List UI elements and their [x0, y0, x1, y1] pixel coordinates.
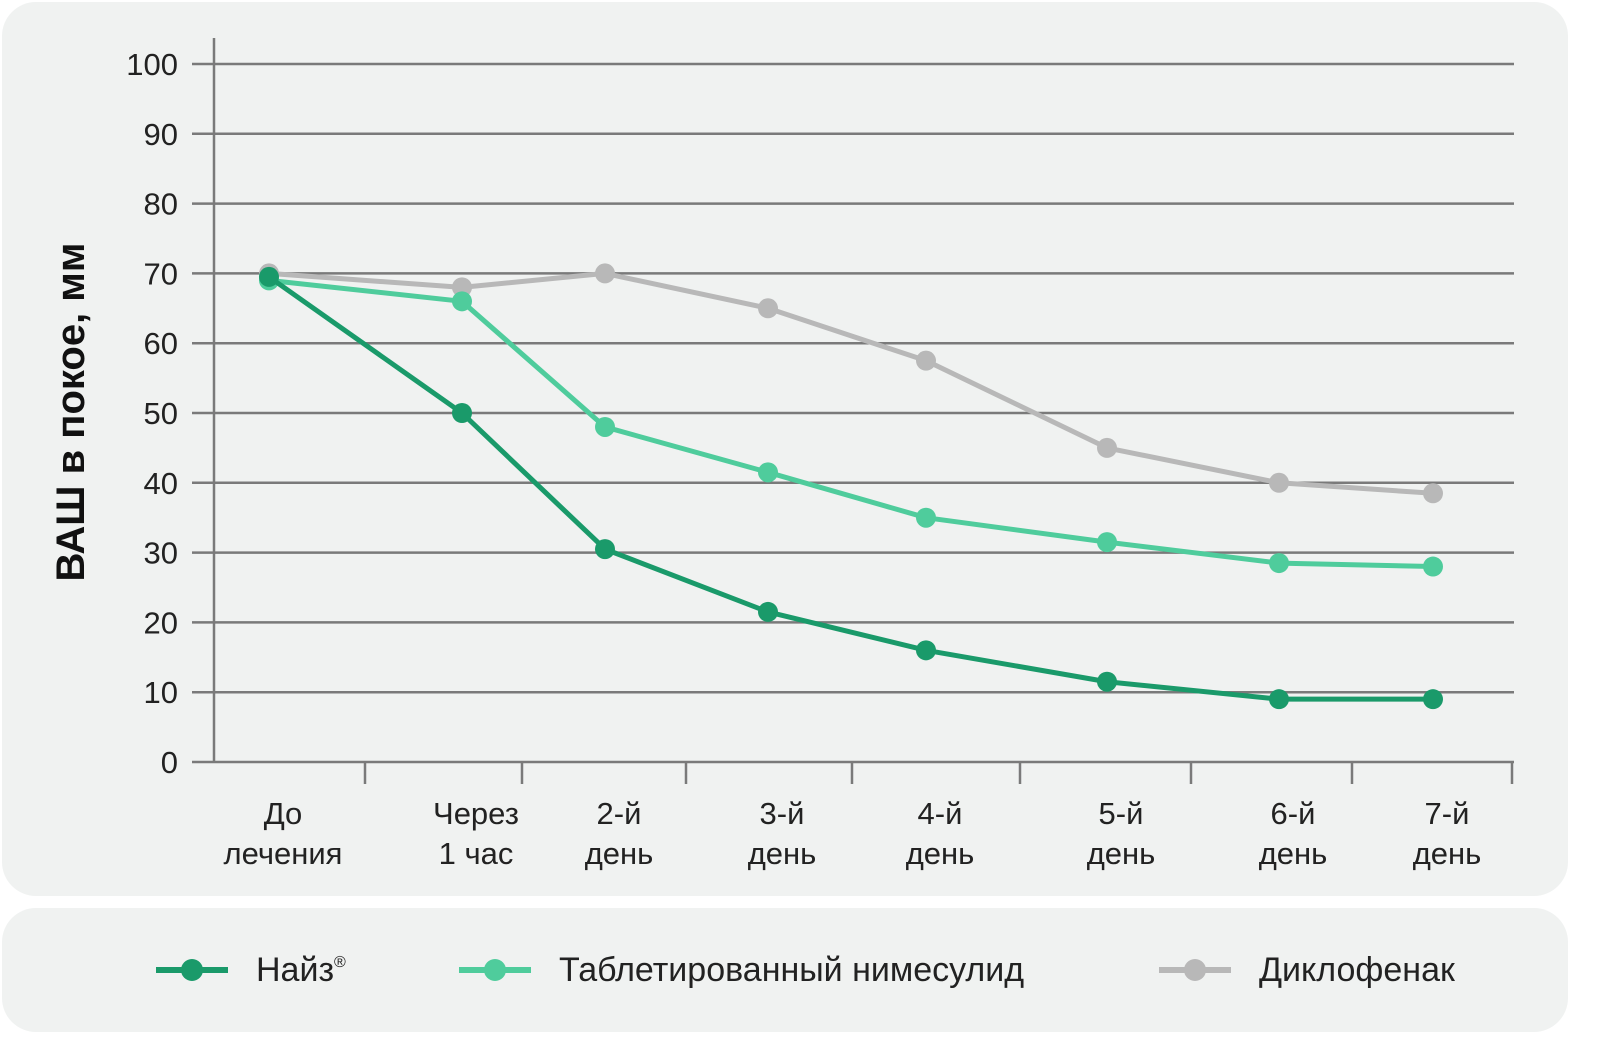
- series-1-point-8: [1423, 483, 1443, 504]
- series-1-point-6: [1097, 437, 1117, 458]
- series-1-point-7: [1269, 472, 1289, 493]
- x-tick-label-4-line-2: день: [748, 836, 817, 871]
- y-tick-label-100: 100: [126, 47, 178, 82]
- x-tick-label-3-line-2: день: [585, 836, 654, 871]
- x-tick-label-7-line-1: 6-й: [1271, 796, 1316, 831]
- x-tick-label-4-line-1: 3-й: [760, 796, 805, 831]
- series-1-point-4: [758, 298, 778, 319]
- x-tick-label-3-line-1: 2-й: [597, 796, 642, 831]
- series-line-1: [268, 270, 1434, 496]
- series-1-point-3: [595, 263, 615, 284]
- series-line-2: [268, 277, 1434, 570]
- y-tick-label-40: 40: [144, 466, 178, 501]
- x-tick-label-7-line-2: день: [1259, 836, 1328, 871]
- series-3-point-6: [1097, 671, 1117, 692]
- x-tick-label-2-line-2: 1 час: [439, 836, 514, 871]
- x-tick-label-8-line-2: день: [1413, 836, 1482, 871]
- y-tick-label-90: 90: [144, 117, 178, 152]
- y-tick-label-70: 70: [144, 256, 178, 291]
- x-tick-label-8-line-1: 7-й: [1425, 796, 1470, 831]
- legend-label-diclofenac: Диклофенак: [1259, 950, 1455, 989]
- line-chart: 0 10 20 30 40 50 60 70 80 90 100 ВАШ в покое, мм До л…: [49, 38, 1514, 871]
- series-2-point-8: [1423, 556, 1443, 577]
- legend-panel: Найз® Таблетированный нимесулид Диклофен…: [2, 908, 1568, 1032]
- series-2-point-3: [595, 416, 615, 437]
- series-3-point-1: [259, 266, 279, 287]
- x-tick-label-2-line-1: Через: [433, 796, 519, 831]
- x-tick-label-1-line-2: лечения: [224, 836, 343, 871]
- series-3-point-7: [1269, 689, 1289, 710]
- series-line-3: [267, 274, 1433, 702]
- series-2-point-5: [916, 507, 936, 528]
- series-2-point-6: [1097, 532, 1117, 553]
- series-3-point-2: [452, 403, 472, 423]
- series-3-point-3: [595, 539, 615, 560]
- series-1-point-5: [916, 350, 936, 371]
- legend-swatch-naiz: [156, 959, 228, 981]
- y-axis-label: ВАШ в покое, мм: [49, 243, 93, 582]
- series-2-point-7: [1269, 553, 1289, 574]
- y-tick-label-50: 50: [144, 396, 178, 431]
- legend-label-naiz: Найз®: [256, 950, 346, 989]
- y-tick-label-20: 20: [144, 605, 178, 640]
- y-tick-label-60: 60: [144, 326, 178, 361]
- y-tick-label-0: 0: [161, 745, 178, 780]
- x-tick-label-5-line-2: день: [906, 836, 975, 871]
- chart-panel: 0 10 20 30 40 50 60 70 80 90 100 ВАШ в покое, мм До л…: [2, 2, 1568, 896]
- x-tick-label-6-line-1: 5-й: [1099, 796, 1144, 831]
- x-tick-label-6-line-2: день: [1087, 836, 1156, 871]
- y-tick-label-30: 30: [144, 536, 178, 571]
- legend-item-nimesulide: Таблетированный нимесулид: [457, 908, 1024, 1032]
- y-tick-label-10: 10: [144, 675, 178, 710]
- series-2-point-4: [758, 462, 778, 483]
- x-tick-label-5-line-1: 4-й: [918, 796, 963, 831]
- legend-swatch-nimesulide: [459, 959, 531, 981]
- series-1-point-2: [452, 277, 472, 298]
- legend-swatch-diclofenac: [1159, 959, 1231, 981]
- series-3-point-5: [916, 640, 936, 661]
- x-tick-label-1-line-1: До: [264, 796, 303, 831]
- series-3-point-4: [758, 601, 778, 622]
- legend-item-naiz: Найз®: [154, 908, 346, 1032]
- legend-item-diclofenac: Диклофенак: [1157, 908, 1455, 1032]
- y-tick-label-80: 80: [144, 187, 178, 222]
- series-3-point-8: [1423, 689, 1443, 710]
- series-2-point-2: [452, 291, 472, 312]
- legend-label-nimesulide: Таблетированный нимесулид: [559, 950, 1025, 989]
